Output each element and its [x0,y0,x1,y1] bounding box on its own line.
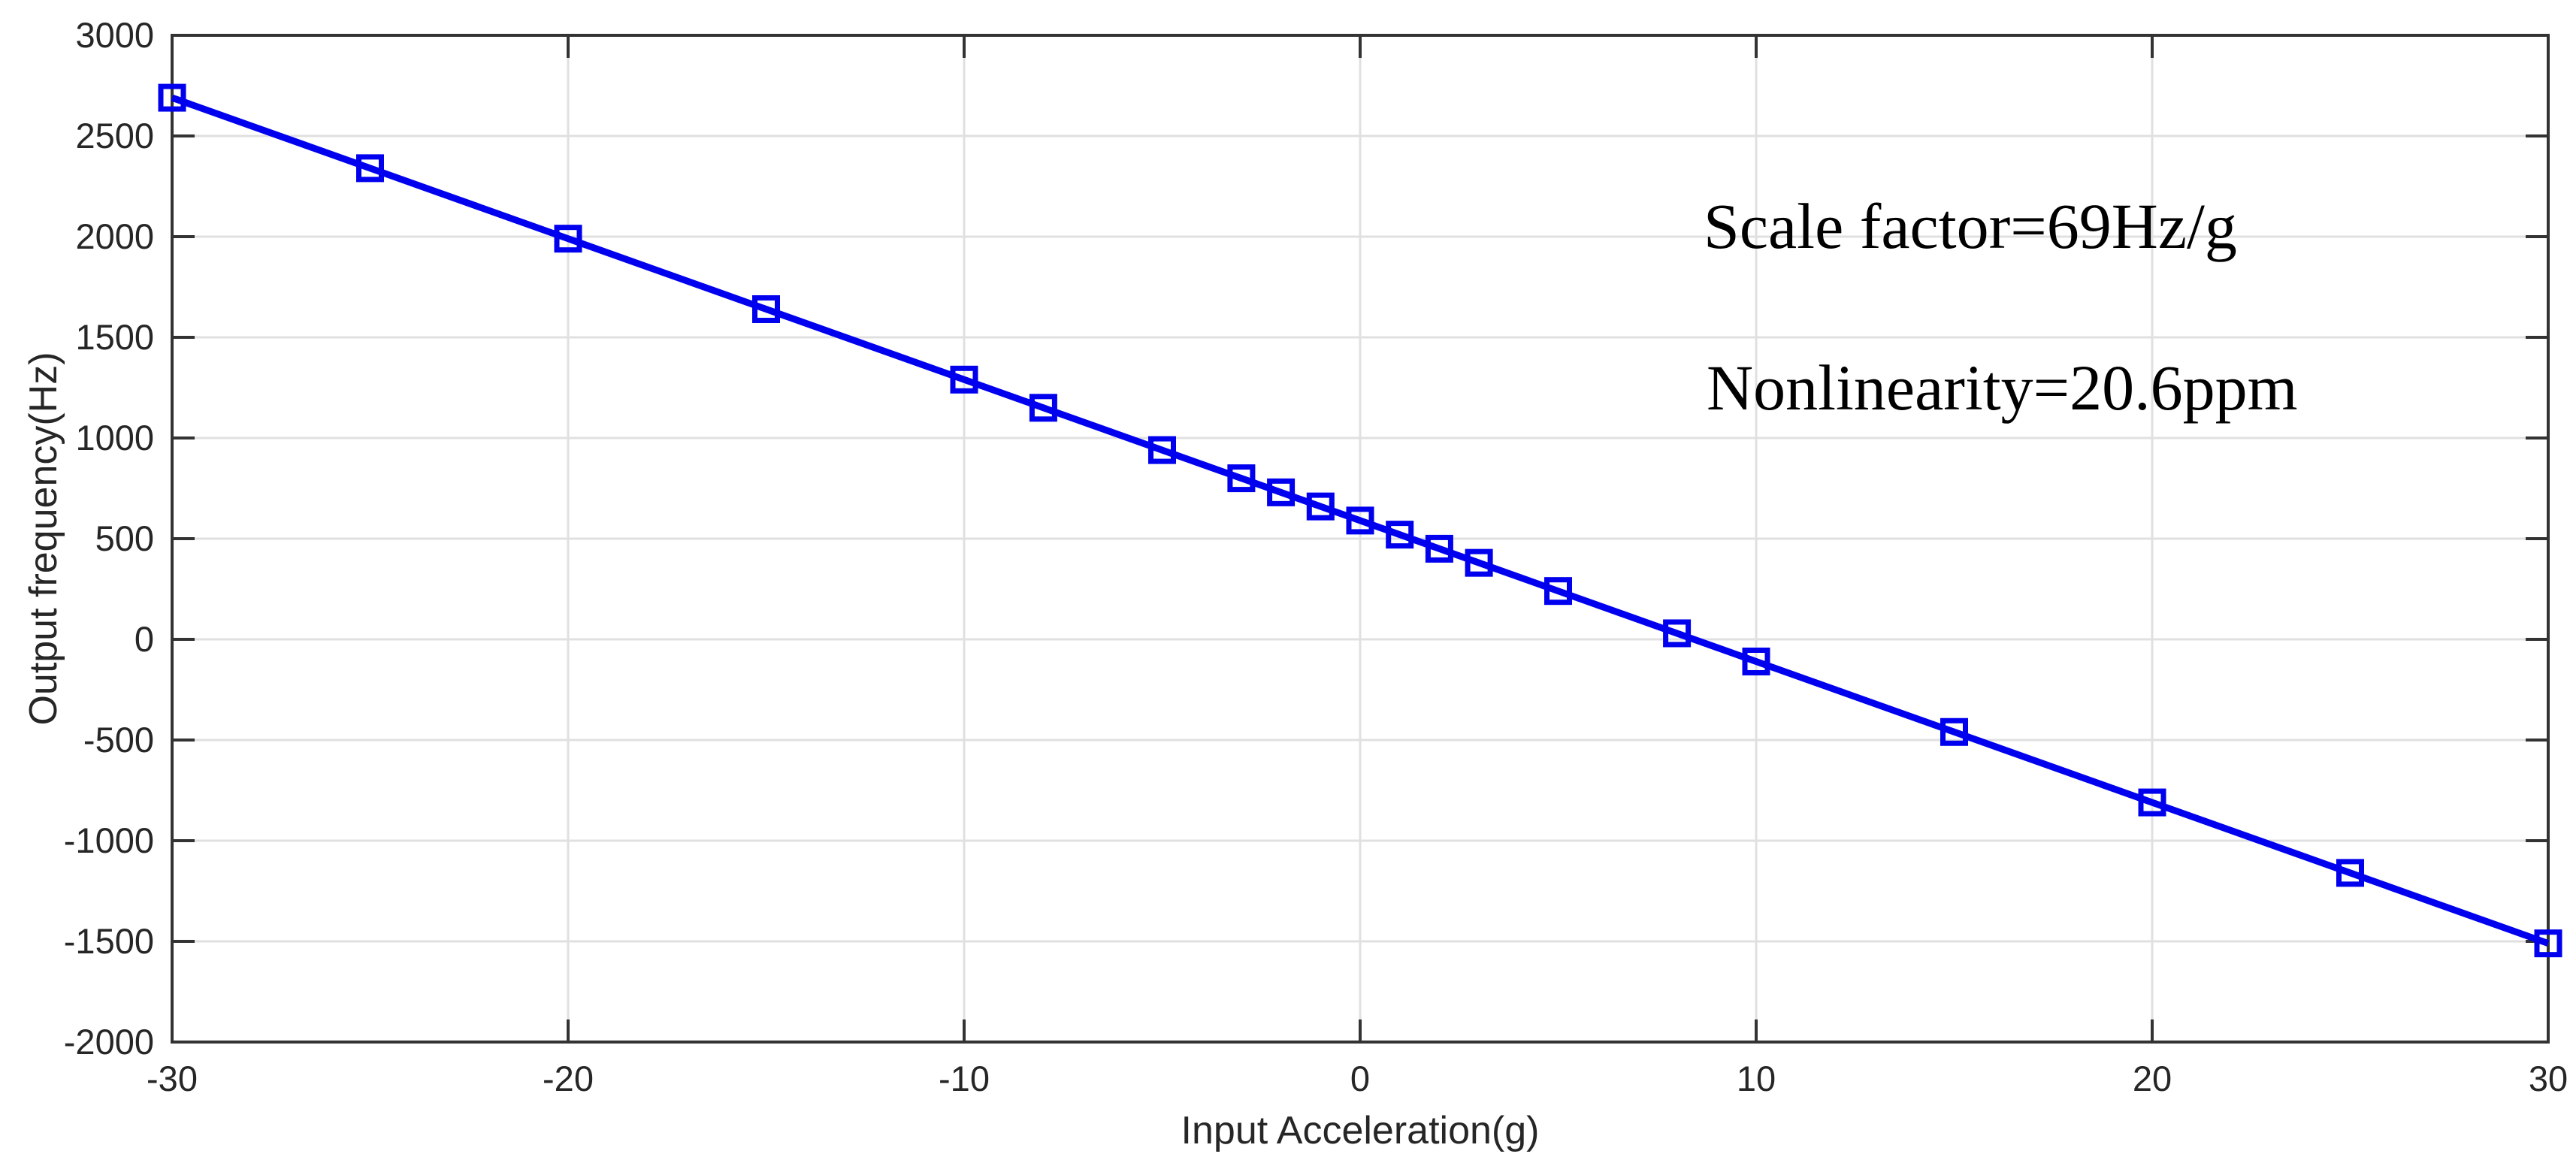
plot-box [171,34,2550,1044]
x-tick-label: -20 [543,1059,594,1098]
data-point-marker [2534,929,2562,958]
grid-lines [171,34,2550,1044]
y-tick-label: -500 [83,720,154,760]
annotation-scale-factor: Scale factor=69Hz/g [1704,190,2237,262]
x-tick-label: 10 [1737,1059,1776,1098]
y-tick-label: 1000 [75,418,154,458]
y-tick-label: 1500 [75,317,154,357]
data-point-marker [1663,619,1692,648]
y-tick-label: 500 [95,518,154,558]
y-tick-label: 3000 [75,15,154,55]
x-axis-label: Input Acceleration(g) [1181,1109,1540,1152]
data-point-marker [2138,788,2166,817]
x-tick-label: 0 [1350,1059,1370,1098]
annotation-nonlinearity: Nonlinearity=20.6ppm [1707,352,2298,424]
data-point-marker [158,83,186,112]
data-point-marker [1148,436,1176,464]
data-point-marker [1465,548,1493,577]
data-point-marker [950,365,978,394]
x-tick-label: -30 [147,1059,198,1098]
data-point-marker [1227,464,1256,493]
y-tick-label: -2000 [64,1022,154,1062]
y-tick-label: -1000 [64,820,154,860]
x-tick-label: 20 [2133,1059,2172,1098]
x-tick-label: 30 [2529,1059,2568,1098]
data-point-marker [1346,506,1374,535]
data-point-marker [1029,394,1057,422]
y-tick-label: 2000 [75,216,154,256]
data-point-marker [356,154,384,183]
data-point-marker [1306,492,1335,521]
data-point-marker [1386,521,1414,549]
y-tick-label: -1500 [64,921,154,961]
y-tick-labels: -2000 -1500 -1000 -500 0 500 1000 1500 2000 2500 3… [64,15,154,1062]
x-tick-label: -10 [939,1059,990,1098]
x-tick-labels: -30 -20 -10 0 10 20 30 [147,1059,2568,1098]
y-tick-label: 2500 [75,116,154,156]
data-line [171,94,2550,947]
data-point-marker [1940,717,1968,746]
data-point-marker [1742,647,1770,675]
data-point-marker [1267,478,1296,506]
data-point-marker [752,295,780,323]
data-point-marker [554,225,582,253]
data-point-marker [2336,859,2364,887]
data-point-marker [1544,577,1572,606]
y-axis-label: Output frequency(Hz) [22,352,65,725]
data-markers [158,83,2562,958]
data-point-marker [1425,534,1453,563]
y-tick-label: 0 [135,619,154,659]
